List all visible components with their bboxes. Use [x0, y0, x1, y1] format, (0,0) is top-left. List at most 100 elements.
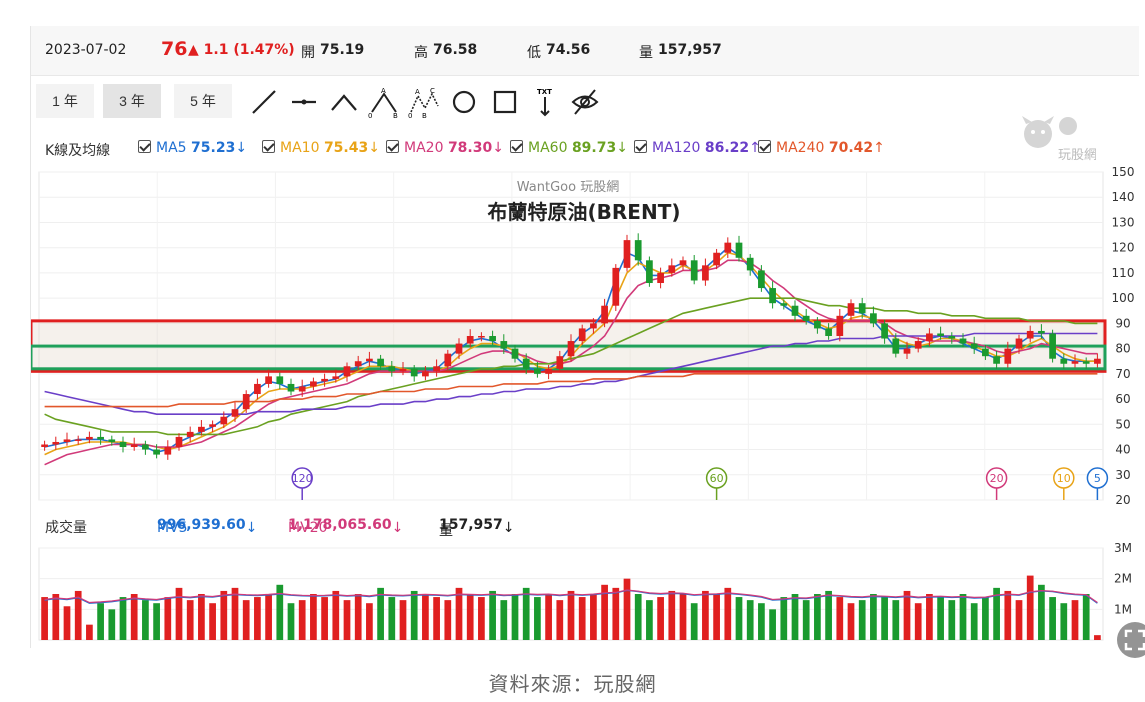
range-3y-button[interactable]: 3 年 — [103, 84, 161, 118]
candle-body — [298, 386, 306, 392]
candle — [623, 234, 631, 272]
volume-bar — [164, 597, 172, 640]
volume-bar — [769, 609, 776, 640]
volume-bar — [63, 606, 71, 640]
candle-body — [164, 447, 172, 455]
volume-bar — [937, 597, 944, 640]
candle — [993, 350, 1000, 370]
candle-body — [142, 444, 149, 450]
price-tick-label: 100 — [1112, 291, 1135, 305]
volume-bar — [858, 600, 866, 640]
volume-bar — [926, 594, 933, 640]
volume-tick-label: 2M — [1114, 572, 1132, 586]
angle-tool-icon[interactable] — [328, 86, 360, 118]
candle — [903, 341, 911, 359]
volume-bar — [970, 603, 978, 640]
vol-value: 157,957 — [439, 517, 503, 533]
ma5-toggle[interactable]: MA5 75.23↓ — [138, 140, 247, 156]
volume-bar — [153, 603, 160, 640]
abcd-pattern-icon[interactable]: A C 0 B — [408, 86, 440, 118]
ma240-toggle[interactable]: MA240 70.42↑ — [758, 140, 885, 156]
range-5y-button[interactable]: 5 年 — [174, 84, 232, 118]
ma-marker-circle — [291, 467, 313, 489]
mv5-arrow: ↓ — [245, 520, 258, 536]
text-tool-icon[interactable]: TXT — [529, 86, 561, 118]
hide-drawings-icon[interactable] — [569, 86, 601, 118]
horizontal-line-icon[interactable] — [288, 86, 320, 118]
volume-bar — [601, 584, 608, 640]
candle — [388, 360, 396, 377]
volume-bar — [802, 600, 810, 640]
rectangle-tool-icon[interactable] — [489, 86, 521, 118]
ma60-toggle[interactable]: MA60 89.73↓ — [510, 140, 628, 156]
candle — [926, 328, 933, 347]
candle — [590, 318, 597, 334]
candle — [668, 258, 676, 277]
ma240-checkbox[interactable] — [758, 140, 771, 153]
candle — [858, 297, 866, 319]
candle — [948, 332, 956, 344]
candle-body — [802, 315, 810, 321]
ma10-name: MA10 — [280, 140, 320, 156]
candle — [410, 365, 418, 382]
ma120-checkbox[interactable] — [634, 140, 647, 153]
ma20-checkbox[interactable] — [386, 140, 399, 153]
candle-body — [1015, 338, 1023, 349]
candle — [455, 338, 463, 359]
volume-bars — [41, 575, 1101, 640]
volume-bar — [791, 594, 799, 640]
candle-body — [646, 260, 653, 284]
candle — [646, 256, 653, 287]
candle — [265, 369, 272, 388]
candle — [780, 299, 788, 310]
ma10-arrow: ↓ — [368, 140, 380, 156]
fullscreen-icon[interactable] — [1117, 622, 1145, 658]
candle-body — [276, 376, 284, 384]
volume-bar — [186, 600, 194, 640]
candle — [758, 265, 765, 292]
volume-bar — [780, 597, 788, 640]
volume-bar — [332, 590, 340, 640]
volume-bar — [556, 600, 564, 640]
ma20-toggle[interactable]: MA20 78.30↓ — [386, 140, 504, 156]
ma60-checkbox[interactable] — [510, 140, 523, 153]
ma-marker-label: 20 — [990, 472, 1004, 485]
volume-bar — [690, 603, 698, 640]
price-tick-label: 50 — [1115, 417, 1130, 431]
candle — [612, 264, 620, 312]
volume-bar — [836, 597, 844, 640]
candle — [679, 256, 687, 271]
candle-body — [74, 439, 82, 441]
ma120-toggle[interactable]: MA120 86.22↑ — [634, 140, 761, 156]
candle — [578, 324, 586, 345]
candle — [1004, 341, 1012, 368]
quote-change: ▲ 1.1 (1.47%) — [188, 42, 295, 58]
candle — [690, 255, 698, 285]
ma5-checkbox[interactable] — [138, 140, 151, 153]
volume-bar — [108, 609, 116, 640]
volume-header: 成交量 MV5 996,939.60 ↓ MV20 1,178,065.60 ↓ 量… — [31, 514, 1139, 540]
volume-bar — [903, 590, 911, 640]
price-tick-label: 40 — [1115, 443, 1130, 457]
candle-body — [993, 356, 1000, 364]
price-axis: 20 30 40 50 60 70 80 90 100 110 120 130 140 150 — [1112, 165, 1135, 507]
volume-bar — [433, 597, 440, 640]
candle — [52, 436, 60, 450]
ma-marker-60: 60 — [705, 467, 728, 500]
ma10-checkbox[interactable] — [262, 140, 275, 153]
source-caption: 資料來源：玩股網 — [488, 672, 657, 696]
line-tool-icon[interactable] — [248, 86, 280, 118]
candle — [937, 326, 944, 340]
candles — [41, 233, 1101, 460]
candle-body — [41, 444, 48, 448]
candle-body — [959, 338, 967, 344]
circle-tool-icon[interactable] — [448, 86, 480, 118]
abc-pattern-icon[interactable]: A 0 B — [368, 86, 400, 118]
volume-bar — [41, 597, 48, 640]
range-1y-button[interactable]: 1 年 — [36, 84, 94, 118]
volume-bar — [892, 600, 900, 640]
ma10-toggle[interactable]: MA10 75.43↓ — [262, 140, 380, 156]
volume-bar — [231, 587, 239, 640]
candle — [321, 373, 328, 387]
candle-body — [937, 333, 944, 336]
